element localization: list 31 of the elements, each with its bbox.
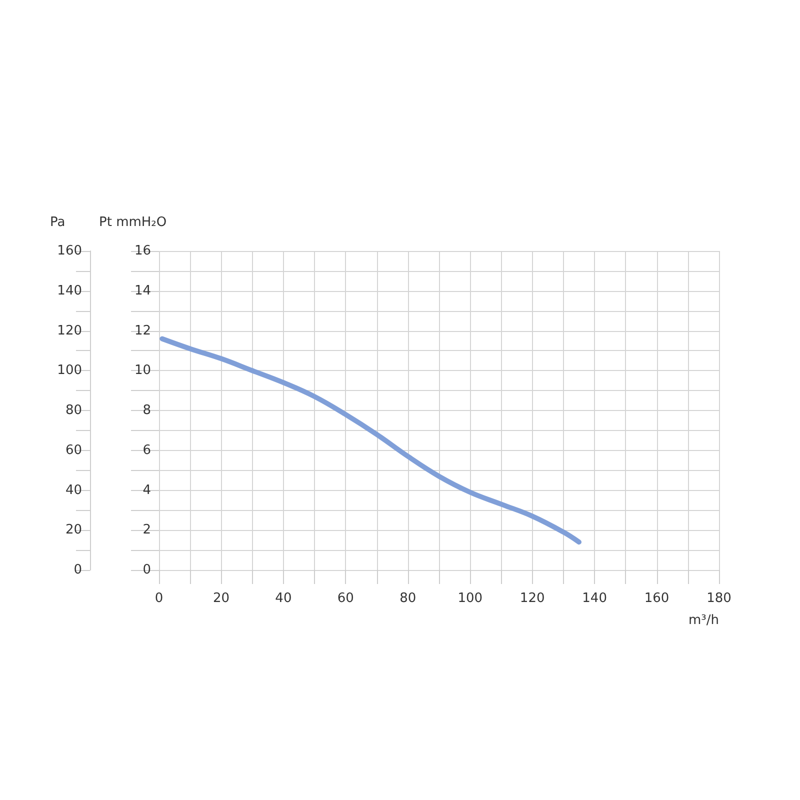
y2-tick-label: 160 bbox=[57, 244, 82, 258]
x-tick-label: 80 bbox=[400, 591, 416, 606]
y2-tick-label: 0 bbox=[74, 562, 82, 578]
x-tick-label: 60 bbox=[337, 591, 354, 606]
y2-tick-label: 140 bbox=[57, 283, 82, 298]
y-tick-label: 8 bbox=[142, 403, 151, 418]
x-axis-title: m³/h bbox=[688, 613, 719, 628]
y2-tick-label: 20 bbox=[65, 522, 82, 538]
y-axis-title: Pt mmH₂O bbox=[99, 215, 167, 230]
y-tick-label: 10 bbox=[134, 363, 151, 378]
y2-tick-label: 120 bbox=[57, 323, 82, 338]
y-tick-label: 0 bbox=[142, 562, 151, 578]
x-tick-label: 160 bbox=[644, 591, 670, 606]
x-tick-label: 120 bbox=[520, 591, 545, 606]
x-tick-label: 0 bbox=[154, 591, 164, 606]
y-tick-label: 2 bbox=[142, 522, 151, 538]
y2-tick-label: 40 bbox=[65, 482, 82, 498]
y2-tick-label: 80 bbox=[65, 403, 82, 418]
x-tick-label: 100 bbox=[458, 591, 483, 606]
x-tick-label: 40 bbox=[275, 591, 292, 606]
x-tick-label: 140 bbox=[582, 591, 607, 606]
y-tick-label: 6 bbox=[142, 442, 151, 458]
y2-tick-label: 60 bbox=[65, 442, 82, 458]
y-tick-label: 12 bbox=[134, 323, 151, 338]
y-tick-label: 16 bbox=[134, 244, 151, 258]
y2-tick-label: 100 bbox=[57, 363, 82, 378]
y-tick-label: 4 bbox=[142, 482, 151, 498]
y-tick-label: 14 bbox=[134, 283, 151, 298]
y2-axis-title: Pa bbox=[50, 215, 66, 230]
x-tick-label: 180 bbox=[706, 591, 732, 606]
x-tick-label: 20 bbox=[212, 591, 230, 606]
